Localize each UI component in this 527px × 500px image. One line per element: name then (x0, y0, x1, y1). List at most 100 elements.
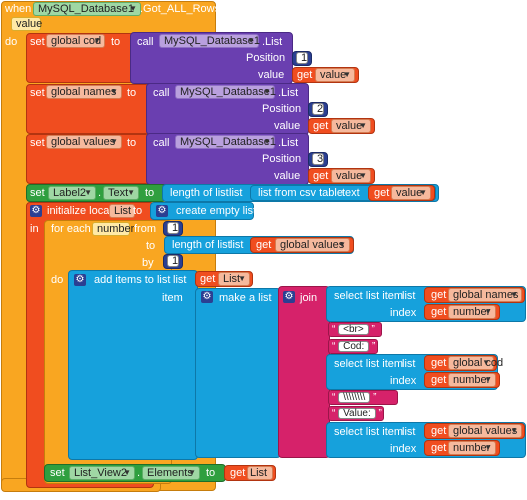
position-label: Position (262, 103, 302, 115)
length-of-list-label: length of list (170, 187, 229, 199)
to-label: to (127, 137, 137, 149)
set-label: set (30, 137, 45, 149)
to-label: to (133, 205, 143, 217)
set-label: set (30, 36, 45, 48)
list-method-label: .List (262, 36, 283, 48)
event-name-label: .Got_ALL_Rows (140, 3, 221, 15)
by-label: by (142, 257, 154, 269)
by-number-value[interactable]: 1 (167, 255, 179, 267)
event-param-value[interactable]: value (11, 17, 42, 31)
event-when-label: when (5, 3, 32, 15)
elements-prop-dropdown[interactable]: Elements ▼ (142, 466, 200, 480)
position-label: Position (246, 52, 286, 64)
loop-var-field[interactable]: number (92, 222, 134, 236)
global-cod-get-dropdown[interactable]: global cod ▼ (448, 356, 503, 370)
text-prop-dropdown[interactable]: Text ▼ (103, 186, 139, 200)
label2-dropdown[interactable]: Label2 ▼ (48, 186, 96, 200)
get-label: get (230, 467, 246, 479)
gear-icon[interactable]: ⚙ (201, 291, 213, 303)
add-items-to-list-block[interactable] (68, 270, 198, 460)
call-label: call (153, 87, 170, 99)
global-values-dropdown[interactable]: global values ▼ (46, 135, 122, 149)
global-values-get-dropdown-2[interactable]: global values ▼ (448, 424, 522, 438)
get-label: get (431, 442, 447, 454)
create-empty-list-block[interactable] (150, 202, 254, 220)
value-dropdown-3[interactable]: value ▼ (331, 169, 371, 183)
get-label: get (256, 239, 272, 251)
value-dropdown-1[interactable]: value ▼ (315, 68, 355, 82)
from-label: from (134, 223, 156, 235)
gear-icon[interactable]: ⚙ (30, 205, 42, 217)
mysql-component-dropdown-2[interactable]: MySQL_Database1 ▼ (175, 85, 276, 99)
select-list-item-label: select list item (334, 290, 404, 302)
global-values-get-dropdown[interactable]: global values ▼ (275, 238, 350, 252)
to-label: to (127, 87, 137, 99)
mysql-component-dropdown-3[interactable]: MySQL_Database1 ▼ (175, 135, 276, 149)
for-each-label: for each (51, 223, 91, 235)
create-empty-list-label: create empty list (176, 205, 257, 217)
list-label: list (402, 290, 416, 302)
set-label: set (30, 187, 45, 199)
value-label: value (258, 69, 285, 81)
number-dropdown-3[interactable]: number ▼ (448, 441, 496, 455)
do-label: do (51, 274, 64, 286)
set-label: set (30, 87, 45, 99)
dot-label: . (137, 467, 141, 479)
get-label: get (431, 425, 447, 437)
gear-icon[interactable]: ⚙ (156, 205, 168, 217)
make-a-list-label: make a list (219, 292, 272, 304)
gear-icon[interactable]: ⚙ (74, 274, 86, 286)
select-list-item-label: select list item (334, 358, 404, 370)
position-value-1[interactable]: 1 (296, 52, 308, 64)
length-of-list-label: length of list (172, 239, 231, 251)
global-cod-dropdown[interactable]: global cod ▼ (46, 34, 105, 48)
join-label: join (300, 292, 318, 304)
global-names-get-dropdown[interactable]: global names ▼ (448, 288, 522, 302)
event-component-dropdown[interactable]: MySQL_Database1 ▼ (33, 2, 141, 16)
number-dropdown-2[interactable]: number ▼ (448, 373, 496, 387)
call-label: call (137, 36, 154, 48)
value-dropdown-2[interactable]: value ▼ (331, 119, 371, 133)
number-dropdown-1[interactable]: number ▼ (448, 305, 496, 319)
position-value-3[interactable]: 3 (312, 153, 324, 165)
get-label: get (313, 120, 329, 132)
get-label: get (431, 374, 447, 386)
get-label: get (431, 357, 447, 369)
value-label: value (274, 120, 301, 132)
get-label: get (297, 69, 313, 81)
mysql-component-dropdown-1[interactable]: MySQL_Database1 ▼ (159, 34, 260, 48)
list-label: list (402, 358, 416, 370)
make-a-list-block[interactable] (195, 288, 281, 458)
get-label: get (374, 187, 390, 199)
event-do-label: do (5, 36, 18, 48)
global-names-dropdown[interactable]: global names ▼ (46, 85, 122, 99)
listview-dropdown[interactable]: List_View2 ▼ (69, 466, 135, 480)
list-label: list (173, 274, 187, 286)
set-label: set (50, 467, 65, 479)
local-var-name-field[interactable]: List (109, 204, 135, 218)
index-label: index (390, 375, 417, 387)
dot-label: . (98, 187, 102, 199)
from-number-value[interactable]: 1 (167, 222, 179, 234)
text-br-block[interactable]: “ <br> ” (328, 322, 382, 337)
text-backslashes-block[interactable]: “ \\\\\\\\ ” (328, 390, 398, 405)
get-label: get (200, 273, 216, 285)
list-method-label: .List (278, 137, 299, 149)
position-label: Position (262, 153, 302, 165)
list-var-dropdown[interactable]: List ▼ (218, 272, 250, 286)
text-cod-block[interactable]: “ Cod: ” (328, 339, 378, 354)
value-dropdown-4[interactable]: value ▼ (391, 186, 431, 200)
position-value-2[interactable]: 2 (312, 103, 324, 115)
item-label: item (162, 292, 183, 304)
list-label: list (230, 239, 244, 251)
in-label: in (30, 223, 39, 235)
join-block[interactable] (278, 286, 330, 458)
list-var-dropdown-2[interactable]: List (247, 466, 273, 480)
add-items-label: add items to list (94, 274, 171, 286)
list-label: list (402, 426, 416, 438)
select-list-item-label: select list item (334, 426, 404, 438)
gear-icon[interactable]: ⚙ (283, 291, 295, 303)
call-label: call (153, 137, 170, 149)
to-label: to (111, 36, 121, 48)
text-value-block[interactable]: “ Value: ” (328, 406, 384, 421)
